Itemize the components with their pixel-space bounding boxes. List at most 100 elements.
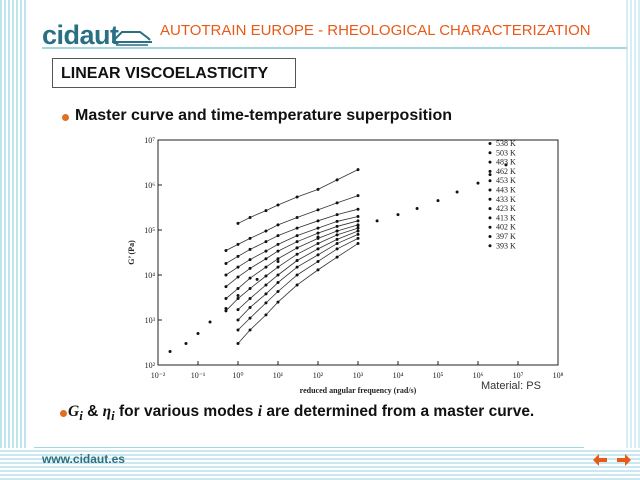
master-curve-chart: 10⁻² 10⁻¹ 10⁰ 10¹ 10² 10³ 10⁴ 10⁵ 10⁶ 10⁷ 10⁸ 10² 10… — [127, 136, 564, 395]
x-tick-label: 10⁻² — [151, 371, 166, 380]
data-point — [236, 318, 240, 322]
car-logo-icon — [112, 31, 152, 46]
legend-marker — [488, 151, 492, 155]
data-point — [236, 287, 240, 291]
data-point — [276, 259, 280, 263]
data-point — [224, 285, 228, 289]
legend-marker — [488, 169, 492, 173]
x-tick-label: 10¹ — [273, 371, 284, 380]
material-note: Material: PS — [481, 380, 541, 392]
data-point — [295, 246, 299, 250]
left-stripe-decoration — [0, 0, 26, 480]
data-point — [415, 207, 419, 211]
right-stripe-decoration — [626, 0, 640, 480]
legend-entry: 433 K — [496, 195, 516, 204]
data-point — [316, 247, 320, 251]
data-point — [316, 187, 320, 191]
data-point — [224, 307, 228, 311]
legend-marker — [488, 207, 492, 211]
data-point — [276, 289, 280, 293]
data-point — [264, 283, 268, 287]
mode-i: i — [257, 403, 263, 420]
data-point — [335, 224, 339, 228]
data-point — [248, 305, 252, 309]
data-point — [236, 308, 240, 312]
data-point — [264, 274, 268, 278]
legend-entry: 483 K — [496, 158, 516, 167]
data-point — [264, 292, 268, 296]
x-tick-label: 10⁻¹ — [191, 371, 206, 380]
data-point — [224, 249, 228, 253]
bullet-text-modes: Gi & ηi for various modes i are determin… — [68, 403, 534, 424]
data-point — [264, 257, 268, 261]
legend-marker — [488, 179, 492, 183]
series-line — [225, 224, 359, 299]
data-point — [356, 214, 360, 218]
data-point — [208, 320, 212, 324]
footer-url[interactable]: www.cidaut.es — [42, 452, 125, 466]
y-tick-label: 10² — [145, 361, 156, 370]
data-point — [264, 240, 268, 244]
text-mid: for various modes — [114, 403, 258, 420]
data-point — [276, 265, 280, 269]
data-point — [276, 203, 280, 207]
data-point — [295, 195, 299, 199]
data-point — [264, 301, 268, 305]
data-point — [356, 229, 360, 233]
x-axis-label: reduced angular frequency (rad/s) — [300, 386, 417, 395]
data-point — [316, 253, 320, 257]
data-point — [356, 236, 360, 240]
data-point — [255, 277, 259, 281]
y-tick-label: 10⁴ — [144, 271, 155, 280]
data-point — [264, 249, 268, 253]
data-point — [276, 223, 280, 227]
header-title: AUTOTRAIN EUROPE - RHEOLOGICAL CHARACTER… — [160, 22, 591, 39]
data-point — [316, 208, 320, 212]
data-point — [295, 240, 299, 244]
legend-marker — [488, 235, 492, 238]
legend-marker — [488, 142, 492, 145]
series-line — [237, 238, 359, 331]
data-point — [316, 231, 320, 235]
data-point — [248, 215, 252, 219]
bullet-marker — [60, 410, 67, 417]
data-point — [335, 213, 339, 217]
arrow-left-icon[interactable] — [591, 450, 611, 470]
y-tick-label: 10³ — [145, 316, 156, 325]
x-tick-label: 10⁵ — [433, 371, 444, 380]
data-point — [316, 219, 320, 223]
data-point — [295, 273, 299, 277]
data-point — [295, 234, 299, 238]
data-point — [248, 236, 252, 240]
data-point — [295, 283, 299, 287]
y-tick-label: 10⁶ — [144, 181, 155, 190]
data-point — [356, 223, 360, 227]
data-point — [295, 252, 299, 256]
data-point — [335, 247, 339, 251]
data-point — [236, 342, 240, 346]
data-point — [224, 297, 228, 301]
data-point — [224, 309, 228, 313]
data-point — [295, 226, 299, 230]
data-point — [316, 226, 320, 230]
legend-entry: 443 K — [496, 186, 516, 195]
arrow-right-icon[interactable] — [613, 450, 633, 470]
x-tick-label: 10⁶ — [473, 371, 484, 380]
data-point — [264, 265, 268, 269]
y-tick-label: 10⁷ — [144, 136, 155, 145]
series-line — [237, 233, 359, 321]
data-point — [224, 262, 228, 266]
data-point — [264, 229, 268, 233]
cidaut-logo: cidaut — [42, 20, 119, 50]
symbol-eta: η — [102, 403, 112, 420]
data-point — [356, 207, 360, 211]
data-point — [295, 259, 299, 263]
x-tick-label: 10⁰ — [232, 371, 243, 380]
data-point — [248, 276, 252, 280]
text-end: are determined from a master curve. — [262, 403, 535, 420]
legend-marker — [488, 225, 492, 229]
data-point — [248, 328, 252, 332]
y-tick-label: 10⁵ — [144, 226, 155, 235]
y-axis-label: G’ (Pa) — [127, 240, 136, 265]
legend-entry: 393 K — [496, 241, 516, 250]
